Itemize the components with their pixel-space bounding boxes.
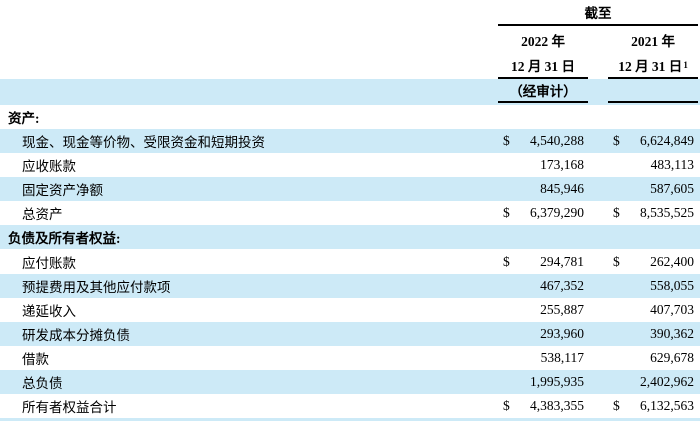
- value-2022-cell: 845,946: [498, 181, 588, 197]
- value-2021-cell: 2,402,962: [608, 374, 698, 390]
- row-label: 预提费用及其他应付款项: [22, 279, 171, 295]
- table-row: 应付账款 $294,781 $262,400: [0, 249, 700, 273]
- value: 6,379,290: [530, 205, 584, 221]
- value: 2,402,962: [640, 373, 694, 389]
- table-row: 现金、现金等价物、受限资金和短期投资 $4,540,288 $6,624,849: [0, 129, 700, 154]
- value-2022-cell: 538,117: [498, 350, 588, 366]
- value-2021-cell: 407,703: [608, 302, 698, 318]
- currency-symbol: $: [613, 205, 620, 221]
- year-2022-label: 2022 年: [521, 33, 565, 49]
- value-2022-cell: 467,352: [498, 278, 588, 294]
- value-2022-cell: $294,781: [498, 254, 588, 270]
- table-row: 所有者权益合计 $4,383,355 $6,132,563: [0, 394, 700, 418]
- currency-symbol: $: [613, 397, 620, 413]
- value: 1,995,935: [530, 373, 584, 389]
- table-row: 借款 538,117 629,678: [0, 346, 700, 370]
- row-label: 研发成本分摊负债: [22, 327, 130, 343]
- table-row: 应收账款 173,168 483,113: [0, 153, 700, 177]
- value: 6,624,849: [640, 133, 694, 149]
- value-2021-cell: 390,362: [608, 326, 698, 342]
- currency-symbol: $: [503, 133, 510, 149]
- value-2021-cell: $8,535,525: [608, 205, 698, 221]
- value-2021-cell: 558,055: [608, 278, 698, 294]
- value: 467,352: [540, 277, 584, 293]
- value: 8,535,525: [640, 205, 694, 221]
- audited-label: （经审计）: [498, 79, 588, 103]
- table-row: 预提费用及其他应付款项 467,352 558,055: [0, 273, 700, 298]
- row-label: 总资产: [22, 207, 63, 223]
- value: 262,400: [650, 253, 694, 269]
- value: 390,362: [650, 325, 694, 341]
- date-2022-text: 12 月 31 日: [510, 59, 576, 74]
- row-label: 现金、现金等价物、受限资金和短期投资: [22, 135, 265, 151]
- value: 845,946: [540, 181, 584, 197]
- value-2022-cell: $4,540,288: [498, 133, 588, 149]
- as-of-label: 截至: [498, 0, 698, 26]
- value-2022-cell: 255,887: [498, 302, 588, 318]
- table-row: 递延收入 255,887 407,703: [0, 298, 700, 322]
- row-label: 递延收入: [22, 303, 76, 319]
- row-label: 所有者权益合计: [22, 399, 117, 415]
- value-2021-cell: 483,113: [608, 157, 698, 173]
- value: 587,605: [650, 181, 694, 197]
- currency-symbol: $: [503, 205, 510, 221]
- table-rows: 资产: 现金、现金等价物、受限资金和短期投资 $4,540,288 $6,624,84…: [0, 105, 700, 418]
- table-row: 负债及所有者权益:: [0, 225, 700, 250]
- value: 173,168: [540, 157, 584, 173]
- table-row: 研发成本分摊负债 293,960 390,362: [0, 321, 700, 346]
- value: 483,113: [650, 157, 694, 173]
- currency-symbol: $: [613, 133, 620, 149]
- row-label: 资产:: [8, 111, 40, 127]
- value: 4,540,288: [530, 133, 584, 149]
- value: 558,055: [650, 277, 694, 293]
- currency-symbol: $: [503, 397, 510, 413]
- header-year-row: 2022 年 2021 年: [0, 26, 700, 53]
- value-2021-cell: $6,624,849: [608, 133, 698, 149]
- value-2022-cell: 1,995,935: [498, 374, 588, 390]
- value-2021-cell: $262,400: [608, 254, 698, 270]
- value: 538,117: [540, 349, 584, 365]
- currency-symbol: $: [613, 253, 620, 269]
- audited-underline-2021: [608, 79, 698, 103]
- date-2022-label: 12 月 31 日: [498, 53, 588, 79]
- table-row: 总负债 1,995,935 2,402,962: [0, 369, 700, 394]
- value-2022-cell: $6,379,290: [498, 205, 588, 221]
- bottom-row-strip: [0, 418, 700, 421]
- row-label: 应收账款: [22, 159, 76, 175]
- header-asof-row: 截至: [0, 0, 700, 26]
- value-2021-cell: $6,132,563: [608, 398, 698, 414]
- value: 4,383,355: [530, 397, 584, 413]
- date-2021-text: 12 月 31 日: [618, 59, 683, 74]
- value-2022-cell: 173,168: [498, 157, 588, 173]
- table-row: 总资产 $6,379,290 $8,535,525: [0, 201, 700, 225]
- currency-symbol: $: [503, 253, 510, 269]
- table-row: 资产:: [0, 105, 700, 129]
- value-2021-cell: 587,605: [608, 181, 698, 197]
- value: 407,703: [650, 301, 694, 317]
- table-row: 固定资产净额 845,946 587,605: [0, 177, 700, 202]
- value: 255,887: [540, 301, 584, 317]
- audited-band: （经审计）: [0, 79, 700, 105]
- value-2022-cell: $4,383,355: [498, 398, 588, 414]
- value: 294,781: [540, 253, 584, 269]
- row-label: 负债及所有者权益:: [8, 231, 121, 247]
- value-2022-cell: 293,960: [498, 326, 588, 342]
- row-label: 借款: [22, 351, 49, 367]
- value: 6,132,563: [640, 397, 694, 413]
- value: 293,960: [540, 325, 584, 341]
- row-label: 固定资产净额: [22, 183, 103, 199]
- row-label: 总负债: [22, 375, 63, 391]
- year-2021-label: 2021 年: [631, 33, 675, 49]
- value-2021-cell: 629,678: [608, 350, 698, 366]
- row-label: 应付账款: [22, 255, 76, 271]
- value: 629,678: [650, 349, 694, 365]
